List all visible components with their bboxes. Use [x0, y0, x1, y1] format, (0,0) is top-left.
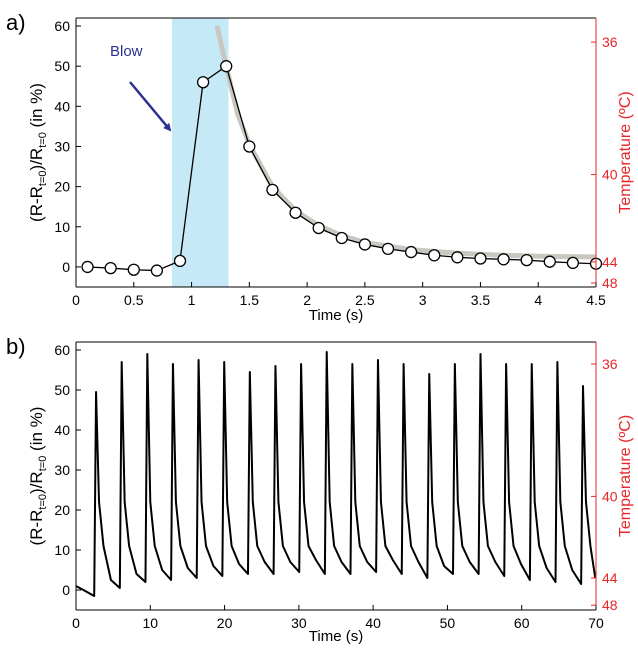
- y-axis-label-part: t=0: [37, 132, 49, 148]
- x-tick-label: 1: [188, 292, 196, 308]
- data-point: [104, 261, 117, 275]
- data-point: [381, 242, 395, 256]
- x-tick-label: 20: [217, 615, 233, 631]
- data-point: [127, 263, 140, 276]
- data-point: [404, 245, 418, 259]
- highlight-span: [171, 18, 229, 287]
- annotation: Blow: [110, 43, 143, 60]
- x-axis-label: Time (s): [309, 628, 363, 645]
- x-tick-label: 3.5: [471, 292, 491, 308]
- data-point: [520, 253, 533, 267]
- y-tick-label: 40: [54, 422, 70, 438]
- x-axis-label: Time (s): [309, 307, 363, 324]
- y-axis-label-part: (R-R: [27, 510, 46, 546]
- y-axis-label: (R-Rt=0)/Rt=0 (in %): [27, 407, 49, 546]
- y-tick-label: 10: [54, 542, 70, 558]
- data-line: [214, 25, 596, 260]
- x-tick-label: 2.5: [355, 292, 375, 308]
- y-tick-label: 0: [62, 259, 70, 275]
- y-tick-label: 60: [54, 18, 70, 34]
- data-point: [173, 254, 187, 268]
- annotation-arrow: [129, 81, 172, 132]
- x-tick-label: 40: [365, 615, 381, 631]
- panel: 0 0.5 1 1.5 2 2.5 3 3.5 4 4.5 0 10 20 30 40 50 60 36 40 44 4…: [6, 10, 634, 324]
- y-tick-label: 50: [54, 382, 70, 398]
- x-tick-label: 0: [72, 615, 80, 631]
- y2-tick-label: 48: [602, 597, 618, 613]
- data-point: [243, 140, 256, 153]
- data-point: [312, 221, 325, 235]
- y-tick-label: 0: [62, 582, 70, 598]
- panel-label: b): [6, 334, 26, 359]
- y-tick-label: 30: [54, 138, 70, 154]
- x-tick-label: 10: [142, 615, 158, 631]
- y2-tick-label: 36: [602, 34, 618, 50]
- x-tick-label: 1.5: [240, 292, 260, 308]
- data-line: [76, 351, 596, 597]
- x-tick-label: 3: [419, 292, 427, 308]
- x-tick-label: 70: [588, 615, 604, 631]
- data-point: [543, 255, 556, 268]
- y-axis-label-part: )/R: [27, 471, 46, 494]
- y-tick-label: 30: [54, 462, 70, 478]
- y-tick-label: 50: [54, 58, 70, 74]
- y2-tick-label: 40: [602, 488, 618, 504]
- data-point: [451, 251, 464, 264]
- y-tick-label: 60: [54, 342, 70, 358]
- y2-axis-label: Temperature (ºC): [617, 91, 634, 213]
- data-point: [497, 253, 510, 266]
- data-point: [335, 231, 348, 245]
- x-tick-label: 4.5: [586, 292, 606, 308]
- y-axis-label-part: (R-R: [27, 186, 46, 222]
- panel-label: a): [6, 10, 26, 35]
- data-point: [266, 183, 279, 196]
- data-point: [150, 264, 164, 277]
- y-axis-label-part: t=0: [37, 456, 49, 472]
- data-point: [220, 60, 233, 73]
- y2-tick-label: 44: [602, 570, 618, 586]
- y-axis-label: (R-Rt=0)/Rt=0 (in %): [27, 83, 49, 222]
- data-point: [474, 252, 487, 265]
- y-axis-label-part: t=0: [37, 170, 49, 186]
- x-tick-label: 30: [291, 615, 307, 631]
- x-tick-label: 50: [440, 615, 456, 631]
- x-tick-label: 2: [303, 292, 311, 308]
- x-tick-label: 0.5: [124, 292, 144, 308]
- y2-axis-label: Temperature (ºC): [617, 415, 634, 537]
- data-point: [81, 260, 94, 274]
- y2-tick-label: 36: [602, 356, 618, 372]
- y-axis-label-part: (in %): [27, 83, 46, 132]
- data-point: [289, 206, 302, 219]
- y-tick-label: 20: [54, 502, 70, 518]
- data-point: [566, 256, 580, 270]
- y-tick-label: 10: [54, 219, 70, 235]
- y-tick-label: 40: [54, 98, 70, 114]
- x-tick-label: 4: [534, 292, 542, 308]
- y-axis-label-part: (in %): [27, 407, 46, 456]
- panel: 0 10 20 30 40 50 60 70 0 10 20 30 40 50 60 36 40 44 48 Time…: [6, 334, 634, 645]
- x-tick-label: 0: [72, 292, 80, 308]
- data-point: [196, 76, 210, 89]
- data-point: [428, 249, 441, 262]
- y2-tick-label: 40: [602, 167, 618, 183]
- series-group: [76, 351, 596, 597]
- y2-tick-label: 48: [602, 275, 618, 291]
- y2-tick-label: 44: [602, 254, 618, 270]
- data-point: [358, 238, 372, 251]
- y-axis-label-part: t=0: [37, 494, 49, 510]
- x-tick-label: 60: [514, 615, 530, 631]
- y-tick-label: 20: [54, 179, 70, 195]
- y-axis-label-part: )/R: [27, 148, 46, 171]
